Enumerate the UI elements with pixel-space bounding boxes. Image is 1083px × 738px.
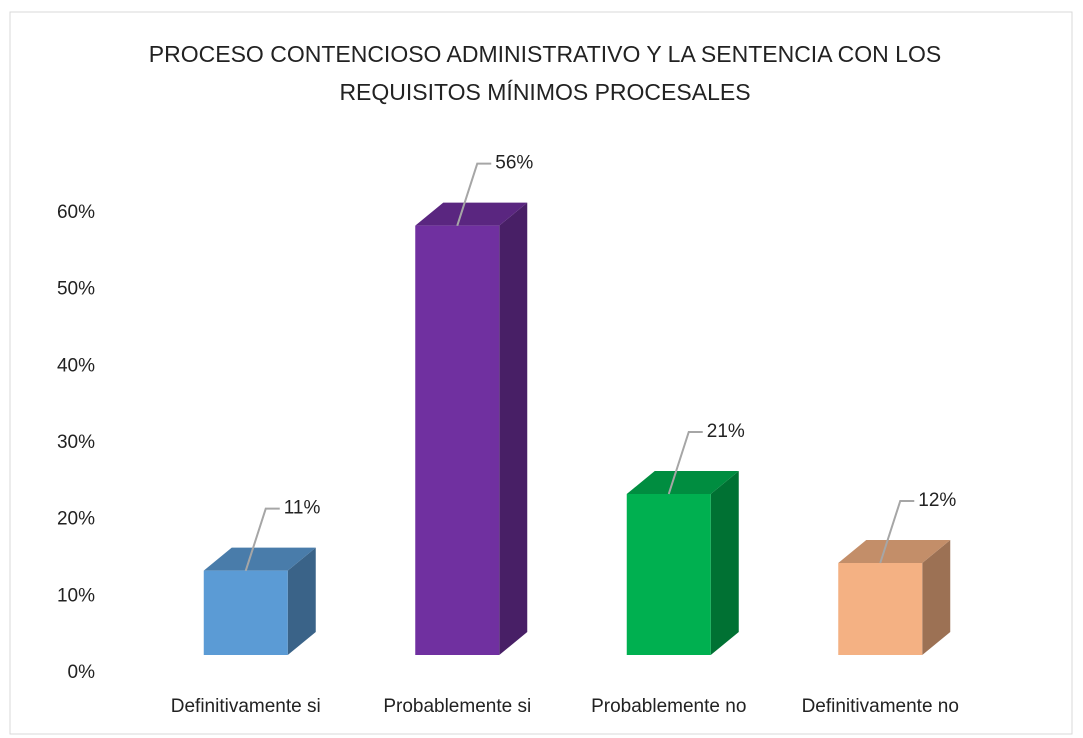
bar-front <box>626 494 711 655</box>
bar-front <box>203 570 288 655</box>
y-tick-label: 40% <box>57 355 95 376</box>
bar-front <box>838 563 923 655</box>
leader-line <box>456 162 492 226</box>
y-tick-label: 60% <box>57 202 95 223</box>
data-label: 56% <box>495 153 533 174</box>
y-tick-label: 50% <box>57 279 95 300</box>
bar <box>203 547 316 655</box>
x-tick-label: Probablemente no <box>591 696 746 717</box>
bar-side <box>287 547 316 655</box>
x-tick-label: Definitivamente no <box>802 696 959 717</box>
bar <box>626 471 739 655</box>
x-tick-label: Definitivamente si <box>171 696 321 717</box>
bar-top <box>203 547 316 571</box>
chart-title: REQUISITOS MÍNIMOS PROCESALES <box>339 79 750 105</box>
bar <box>838 540 951 655</box>
leader-line <box>667 431 703 495</box>
bar-front <box>415 225 500 655</box>
x-tick-label: Probablemente si <box>383 696 531 717</box>
leader-line <box>879 500 915 564</box>
chart-title: PROCESO CONTENCIOSO ADMINISTRATIVO Y LA … <box>149 41 941 67</box>
y-tick-label: 30% <box>57 432 95 453</box>
data-label: 21% <box>707 421 745 442</box>
bar-top <box>626 471 739 494</box>
y-tick-label: 20% <box>57 509 95 530</box>
bar-top <box>838 540 951 563</box>
data-label: 11% <box>284 498 321 519</box>
bar-side <box>710 471 739 655</box>
bar <box>415 202 528 655</box>
y-tick-label: 10% <box>57 585 95 606</box>
bar-side <box>499 202 528 655</box>
y-tick-label: 0% <box>68 662 96 683</box>
data-label: 12% <box>918 490 956 511</box>
bar-side <box>922 540 951 655</box>
bar-top <box>415 202 528 226</box>
leader-line <box>244 507 280 571</box>
